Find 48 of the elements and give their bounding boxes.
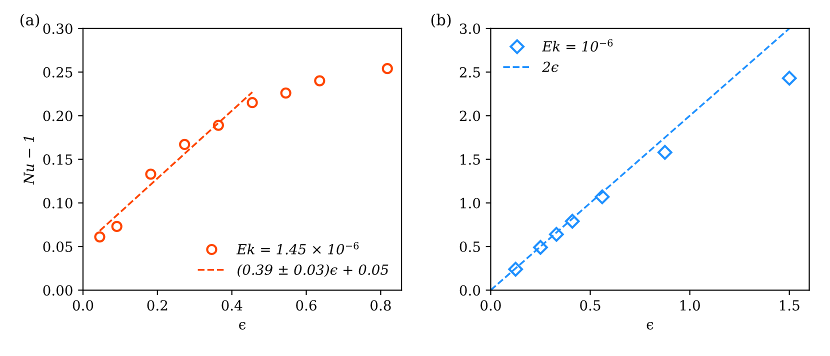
point bbox=[111, 220, 122, 232]
point bbox=[382, 63, 393, 74]
x-tick-label: 0.5 bbox=[580, 300, 600, 311]
point bbox=[314, 75, 326, 86]
y-tick-label: 2.0 bbox=[460, 110, 480, 122]
x-tick-label: 1.5 bbox=[780, 300, 800, 311]
point bbox=[145, 168, 156, 180]
y-tick-label: 0.05 bbox=[43, 242, 72, 252]
x-tick-label: 0.0 bbox=[480, 300, 501, 311]
y-axis-title: Nu − 1 bbox=[24, 136, 34, 185]
y-tick-label: 0.10 bbox=[43, 198, 72, 208]
text: (a) bbox=[20, 14, 40, 28]
legend-label: Ek = 10$^{−6}$ bbox=[542, 39, 613, 52]
y-tick-label: 0.5 bbox=[460, 242, 480, 252]
x-tick-label: 0.0 bbox=[72, 300, 94, 311]
point bbox=[94, 231, 106, 242]
y-tick-label: 1.5 bbox=[460, 154, 480, 165]
y-tick-label: 0.0 bbox=[460, 285, 480, 296]
point bbox=[533, 240, 548, 255]
x-axis-title: ϵ bbox=[239, 322, 246, 330]
point bbox=[594, 189, 610, 204]
y-tick-label: 0.15 bbox=[43, 154, 72, 165]
y-tick-label: 1.0 bbox=[460, 198, 480, 208]
x-tick-label: 0.6 bbox=[296, 300, 316, 311]
x-tick-label: 1.0 bbox=[680, 300, 700, 311]
legend-label: 2ϵ bbox=[542, 62, 558, 72]
y-tick-label: 0.20 bbox=[43, 110, 72, 122]
y-tick-label: 0.25 bbox=[43, 67, 72, 78]
point bbox=[657, 144, 672, 160]
point bbox=[548, 226, 564, 242]
x-axis-title: ϵ bbox=[646, 322, 654, 330]
x-tick-label: 0.4 bbox=[222, 300, 242, 311]
point bbox=[564, 214, 580, 229]
point bbox=[508, 262, 524, 277]
x-tick-label: 0.2 bbox=[147, 300, 168, 311]
y-tick-label: 3.0 bbox=[460, 23, 480, 34]
point bbox=[246, 97, 258, 108]
legend-label: Ek = 1.45 × 10$^{−6}$ bbox=[236, 242, 359, 254]
y-tick-label: 0.00 bbox=[43, 285, 72, 296]
point bbox=[179, 138, 190, 150]
x-tick-label: 0.8 bbox=[370, 300, 391, 311]
y-tick-label: 2.5 bbox=[460, 67, 480, 78]
point bbox=[782, 70, 797, 86]
text: (b) bbox=[431, 14, 451, 28]
point bbox=[212, 120, 224, 131]
point bbox=[280, 87, 292, 99]
legend-label: (0.39 ± 0.03)ϵ + 0.05 bbox=[238, 264, 388, 277]
y-tick-label: 0.30 bbox=[43, 23, 72, 34]
